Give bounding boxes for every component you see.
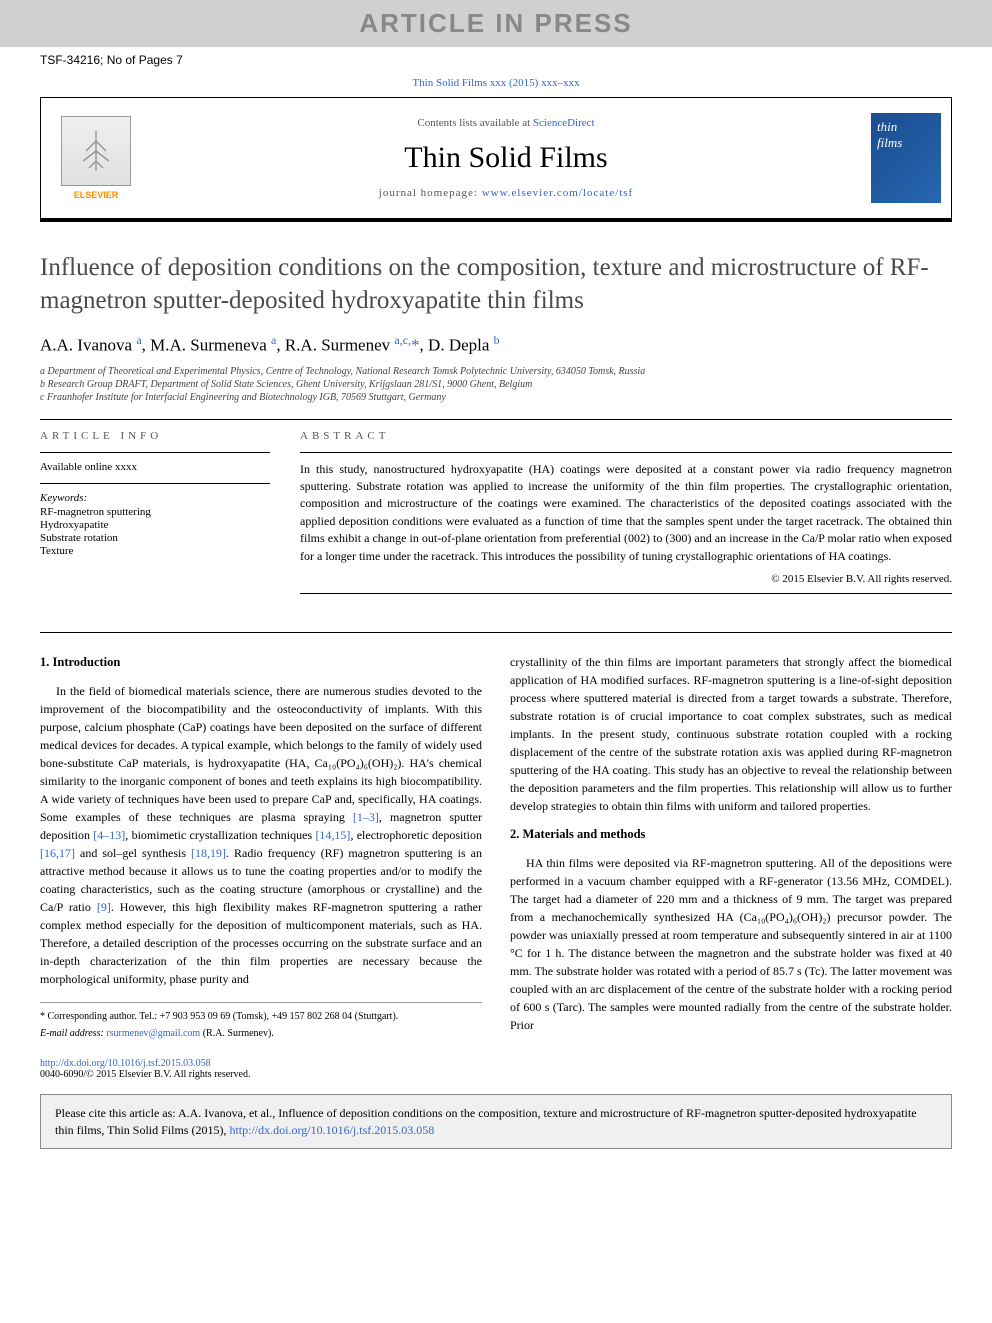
keywords-label: Keywords:	[40, 492, 270, 504]
keyword: Texture	[40, 545, 270, 557]
issn-copyright: 0040-6090/© 2015 Elsevier B.V. All right…	[40, 1069, 952, 1080]
materials-methods-paragraph: HA thin films were deposited via RF-magn…	[510, 854, 952, 1034]
column-left: 1. Introduction In the field of biomedic…	[40, 653, 482, 1044]
introduction-paragraph: In the field of biomedical materials sci…	[40, 682, 482, 988]
author-list: A.A. Ivanova a, M.A. Surmeneva a, R.A. S…	[40, 333, 952, 356]
info-divider	[40, 452, 270, 453]
footnote-area: * Corresponding author. Tel.: +7 903 953…	[40, 1002, 482, 1041]
keyword: RF-magnetron sputtering	[40, 506, 270, 518]
available-online: Available online xxxx	[40, 461, 270, 473]
abstract-divider	[300, 593, 952, 594]
abstract-heading: ABSTRACT	[300, 430, 952, 442]
keywords-list: RF-magnetron sputtering Hydroxyapatite S…	[40, 506, 270, 557]
email-line: E-mail address: rsurmenev@gmail.com (R.A…	[40, 1026, 482, 1041]
citation-text: Please cite this article as: A.A. Ivanov…	[55, 1106, 917, 1137]
body-columns: 1. Introduction In the field of biomedic…	[0, 653, 992, 1044]
intro-continuation: crystallinity of the thin films are impo…	[510, 653, 952, 815]
section-divider	[40, 632, 952, 633]
homepage-prefix: journal homepage:	[379, 187, 482, 199]
cover-title-line1: thin	[877, 119, 935, 135]
corresponding-author-note: * Corresponding author. Tel.: +7 903 953…	[40, 1009, 482, 1024]
elsevier-tree-icon	[61, 116, 131, 186]
email-label: E-mail address:	[40, 1028, 106, 1039]
abstract-text: In this study, nanostructured hydroxyapa…	[300, 461, 952, 565]
top-citation: Thin Solid Films xxx (2015) xxx–xxx	[0, 73, 992, 97]
article-info-panel: ARTICLE INFO Available online xxxx Keywo…	[40, 430, 270, 602]
abstract-copyright: © 2015 Elsevier B.V. All rights reserved…	[300, 573, 952, 585]
elsevier-logo: ELSEVIER	[51, 108, 141, 208]
article-in-press-banner: ARTICLE IN PRESS	[0, 0, 992, 47]
document-id: TSF-34216; No of Pages 7	[0, 47, 992, 73]
affiliation-c: c Fraunhofer Institute for Interfacial E…	[40, 392, 952, 403]
journal-header: ELSEVIER Contents lists available at Sci…	[40, 97, 952, 222]
abstract-panel: ABSTRACT In this study, nanostructured h…	[300, 430, 952, 602]
cover-title-line2: films	[877, 135, 935, 151]
author-email[interactable]: rsurmenev@gmail.com	[106, 1028, 200, 1039]
affiliation-b: b Research Group DRAFT, Department of So…	[40, 379, 952, 390]
keyword: Hydroxyapatite	[40, 519, 270, 531]
journal-name: Thin Solid Films	[141, 141, 871, 175]
divider	[40, 419, 952, 420]
info-divider	[40, 483, 270, 484]
affiliation-a: a Department of Theoretical and Experime…	[40, 366, 952, 377]
keyword: Substrate rotation	[40, 532, 270, 544]
doi-area: http://dx.doi.org/10.1016/j.tsf.2015.03.…	[0, 1044, 992, 1086]
materials-methods-heading: 2. Materials and methods	[510, 825, 952, 844]
contents-list-line: Contents lists available at ScienceDirec…	[141, 117, 871, 129]
sciencedirect-link[interactable]: ScienceDirect	[533, 117, 595, 129]
journal-header-center: Contents lists available at ScienceDirec…	[141, 117, 871, 199]
column-right: crystallinity of the thin films are impo…	[510, 653, 952, 1044]
citation-doi-link[interactable]: http://dx.doi.org/10.1016/j.tsf.2015.03.…	[229, 1123, 434, 1137]
homepage-url[interactable]: www.elsevier.com/locate/tsf	[482, 187, 634, 199]
citation-box: Please cite this article as: A.A. Ivanov…	[40, 1094, 952, 1150]
elsevier-label: ELSEVIER	[74, 190, 119, 200]
article-info-heading: ARTICLE INFO	[40, 430, 270, 442]
article-front-matter: Influence of deposition conditions on th…	[0, 222, 992, 612]
introduction-heading: 1. Introduction	[40, 653, 482, 672]
article-title: Influence of deposition conditions on th…	[40, 252, 952, 317]
abstract-divider	[300, 452, 952, 453]
info-abstract-row: ARTICLE INFO Available online xxxx Keywo…	[40, 430, 952, 602]
email-suffix: (R.A. Surmenev).	[200, 1028, 274, 1039]
journal-homepage-line: journal homepage: www.elsevier.com/locat…	[141, 187, 871, 199]
affiliations: a Department of Theoretical and Experime…	[40, 366, 952, 403]
contents-prefix: Contents lists available at	[417, 117, 532, 129]
doi-link[interactable]: http://dx.doi.org/10.1016/j.tsf.2015.03.…	[40, 1058, 952, 1069]
journal-cover-thumbnail: thin films	[871, 113, 941, 203]
